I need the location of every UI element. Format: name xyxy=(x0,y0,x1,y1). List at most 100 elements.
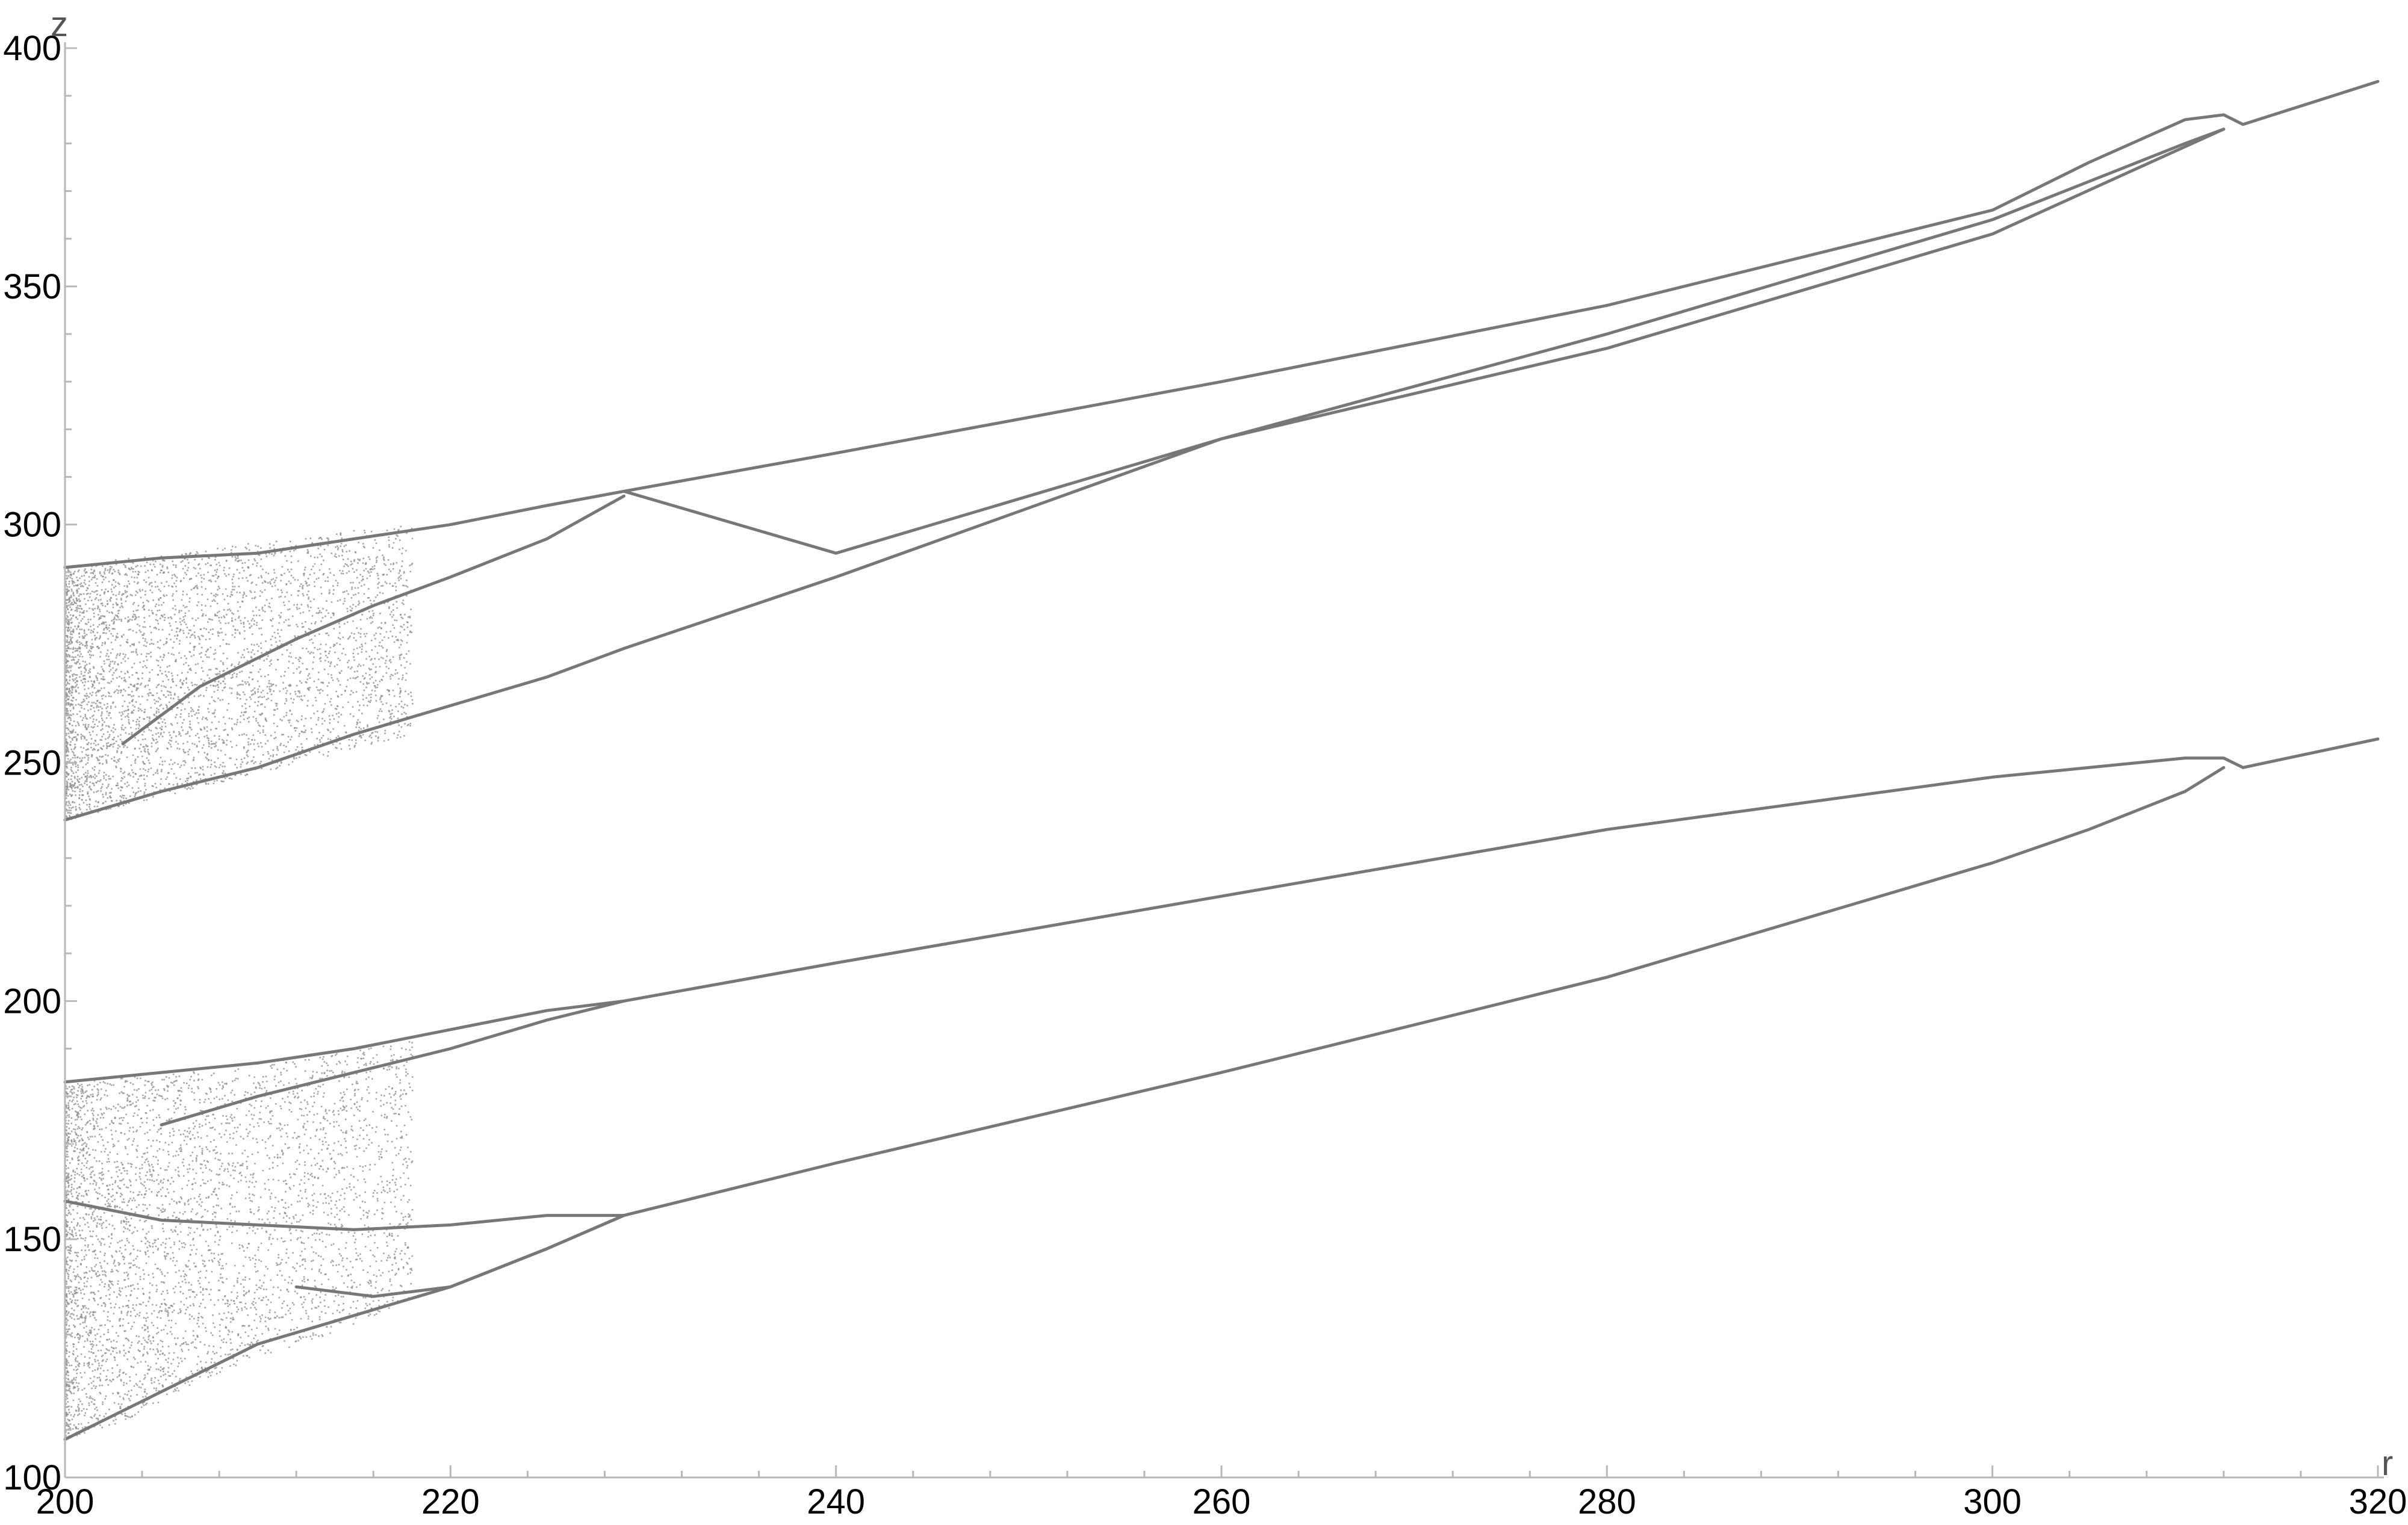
chaos-point xyxy=(123,1116,125,1119)
chaos-point xyxy=(104,704,105,706)
chaos-point xyxy=(96,676,98,679)
chaos-point xyxy=(69,596,71,598)
chaos-point xyxy=(110,681,113,682)
chaos-point xyxy=(350,560,352,563)
chaos-point xyxy=(362,578,364,580)
chaos-point xyxy=(376,556,379,558)
chaos-point xyxy=(97,743,99,746)
chaos-point xyxy=(339,599,341,601)
chaos-point xyxy=(66,750,68,752)
chaos-point xyxy=(222,680,225,682)
chaos-point xyxy=(264,604,266,607)
chaos-point xyxy=(337,584,339,587)
chaos-point xyxy=(391,611,393,613)
chaos-point xyxy=(379,698,381,701)
chaos-point xyxy=(359,646,361,648)
chaos-point xyxy=(117,569,119,572)
chaos-point xyxy=(158,1116,161,1119)
chaos-point xyxy=(90,708,92,710)
chaos-point xyxy=(82,675,84,677)
chaos-point xyxy=(402,584,404,587)
chaos-point xyxy=(66,648,68,649)
chaos-point xyxy=(152,738,155,741)
chaos-point xyxy=(218,721,220,723)
chaos-point xyxy=(150,1378,152,1379)
chaos-point xyxy=(268,682,270,684)
chaos-point xyxy=(111,584,113,586)
chaos-point xyxy=(161,1211,163,1213)
chaos-point xyxy=(87,762,88,764)
chaos-point xyxy=(92,731,94,732)
chaos-point xyxy=(158,628,160,631)
chaos-point xyxy=(123,1133,126,1135)
chaos-point xyxy=(193,758,195,761)
chaos-point xyxy=(218,1182,220,1184)
chaos-point xyxy=(72,647,75,649)
chaos-point xyxy=(69,655,71,657)
chaos-point xyxy=(289,625,291,626)
chaos-point xyxy=(324,720,326,722)
chaos-point xyxy=(223,616,226,619)
chaos-point xyxy=(272,754,275,756)
chaos-point xyxy=(184,572,186,574)
chaos-point xyxy=(256,705,259,707)
chaos-point xyxy=(400,690,402,691)
chaos-point xyxy=(290,725,292,727)
chaos-point xyxy=(267,572,270,575)
chaos-point xyxy=(146,745,147,747)
chaos-point xyxy=(90,651,92,652)
chaos-point xyxy=(106,787,108,789)
chaos-point xyxy=(178,1148,181,1150)
chaos-point xyxy=(322,574,324,576)
chaos-point xyxy=(288,600,290,602)
chaos-point xyxy=(157,619,158,622)
chaos-point xyxy=(359,574,361,576)
chaos-point xyxy=(261,608,263,610)
chaos-point xyxy=(402,547,404,549)
chaos-point xyxy=(366,617,368,620)
chaos-point xyxy=(375,700,377,702)
chaos-point xyxy=(69,692,71,694)
chaos-point xyxy=(327,738,329,740)
chaos-point xyxy=(317,744,318,746)
chaos-point xyxy=(69,760,70,762)
chaos-point xyxy=(104,1254,105,1257)
chaos-point xyxy=(365,672,367,675)
chaos-point xyxy=(105,1106,107,1109)
chaos-point xyxy=(296,727,298,729)
chaos-point xyxy=(229,595,231,598)
chaos-point xyxy=(287,569,289,571)
chaos-point xyxy=(327,539,329,541)
chaos-point xyxy=(365,686,367,688)
chaos-point xyxy=(283,716,285,718)
chaos-point xyxy=(312,1121,314,1123)
chaos-point xyxy=(395,1262,397,1264)
chaos-point xyxy=(209,729,212,731)
chaos-point xyxy=(84,664,86,667)
chaos-point xyxy=(393,614,395,616)
chaos-point xyxy=(223,566,225,569)
chaos-point xyxy=(302,1336,304,1338)
chaos-point xyxy=(386,689,388,691)
chaos-point xyxy=(199,767,202,769)
chaos-point xyxy=(69,785,72,787)
chaos-point xyxy=(155,733,157,735)
chaos-point xyxy=(202,766,204,768)
chaos-point xyxy=(90,788,92,790)
chaos-point xyxy=(238,559,240,561)
chaos-point xyxy=(240,1337,242,1338)
chaos-point xyxy=(163,614,166,616)
chaos-point xyxy=(96,756,98,759)
chaos-point xyxy=(262,729,264,731)
chaos-point xyxy=(160,597,161,599)
chaos-point xyxy=(137,571,140,572)
chaos-point xyxy=(344,1131,347,1134)
chaos-point xyxy=(170,746,172,748)
chaos-point xyxy=(102,733,105,735)
chaos-point xyxy=(246,734,247,736)
chaos-point xyxy=(401,552,403,555)
chaos-point xyxy=(82,723,85,726)
chaos-point xyxy=(66,589,68,590)
chaos-point xyxy=(75,649,78,652)
chaos-point xyxy=(196,772,198,774)
